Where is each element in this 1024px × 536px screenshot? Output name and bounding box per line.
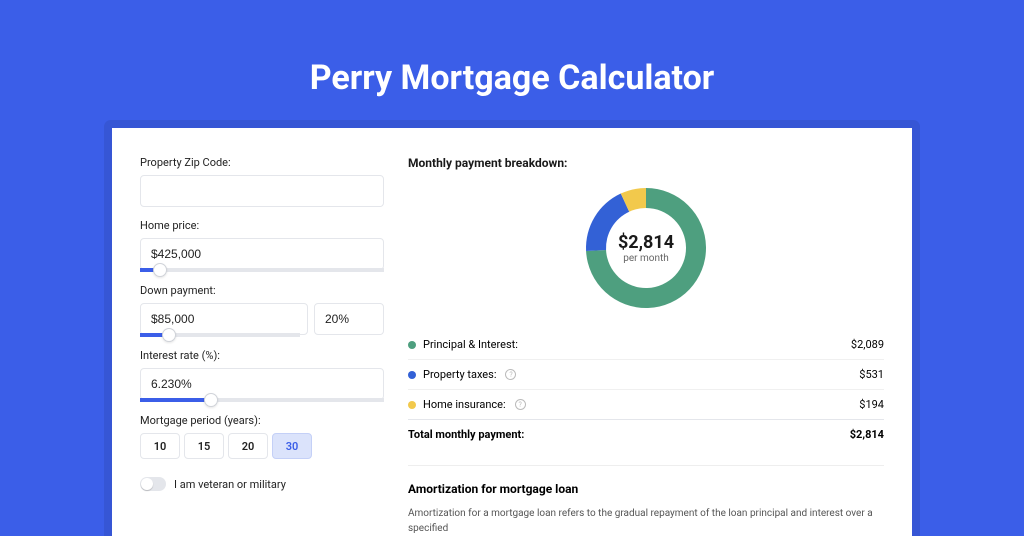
- total-label: Total monthly payment:: [408, 428, 524, 441]
- donut-chart: $2,814 per month: [582, 184, 710, 312]
- breakdown-label: Principal & Interest:: [423, 338, 518, 351]
- zip-input[interactable]: [140, 175, 384, 207]
- breakdown-row-left: Property taxes:?: [408, 368, 516, 381]
- home-price-label: Home price:: [140, 219, 384, 232]
- breakdown-value: $531: [859, 368, 884, 381]
- donut-wrap: $2,814 per month: [408, 184, 884, 312]
- down-payment-label: Down payment:: [140, 284, 384, 297]
- breakdown-row: Property taxes:? $531: [408, 359, 884, 389]
- home-price-input[interactable]: [140, 238, 384, 270]
- breakdown-row: Home insurance:? $194: [408, 389, 884, 419]
- period-label: Mortgage period (years):: [140, 414, 384, 427]
- breakdown-row-left: Home insurance:?: [408, 398, 526, 411]
- slider-thumb[interactable]: [153, 263, 167, 277]
- calculator-card: Property Zip Code: Home price: Down paym…: [112, 128, 912, 536]
- donut-amount: $2,814: [618, 232, 674, 253]
- breakdown-value: $2,089: [851, 338, 884, 351]
- breakdown-label: Home insurance:: [423, 398, 506, 411]
- down-payment-slider[interactable]: [140, 333, 300, 337]
- amortization-section: Amortization for mortgage loan Amortizat…: [408, 465, 884, 536]
- interest-slider[interactable]: [140, 398, 384, 402]
- breakdown-row-left: Principal & Interest:: [408, 338, 518, 351]
- period-button-15[interactable]: 15: [184, 433, 224, 459]
- slider-thumb[interactable]: [204, 393, 218, 407]
- period-group: Mortgage period (years): 10152030: [140, 414, 384, 459]
- zip-label: Property Zip Code:: [140, 156, 384, 169]
- period-button-10[interactable]: 10: [140, 433, 180, 459]
- card-shadow-wrap: Property Zip Code: Home price: Down paym…: [112, 128, 912, 536]
- home-price-slider[interactable]: [140, 268, 384, 272]
- legend-dot: [408, 401, 416, 409]
- veteran-label: I am veteran or military: [174, 478, 286, 491]
- slider-thumb[interactable]: [162, 328, 176, 342]
- info-icon[interactable]: ?: [505, 369, 516, 380]
- down-payment-group: Down payment:: [140, 284, 384, 337]
- form-column: Property Zip Code: Home price: Down paym…: [140, 156, 384, 536]
- interest-input[interactable]: [140, 368, 384, 400]
- period-row: 10152030: [140, 433, 384, 459]
- period-button-20[interactable]: 20: [228, 433, 268, 459]
- period-button-30[interactable]: 30: [272, 433, 312, 459]
- breakdown-row: Principal & Interest: $2,089: [408, 330, 884, 359]
- legend-dot: [408, 371, 416, 379]
- home-price-group: Home price:: [140, 219, 384, 272]
- donut-sub: per month: [623, 253, 669, 264]
- breakdown-value: $194: [859, 398, 884, 411]
- breakdown-heading: Monthly payment breakdown:: [408, 156, 884, 170]
- zip-group: Property Zip Code:: [140, 156, 384, 207]
- info-icon[interactable]: ?: [515, 399, 526, 410]
- slider-fill: [140, 398, 211, 402]
- breakdown-total-row: Total monthly payment: $2,814: [408, 419, 884, 449]
- total-value: $2,814: [850, 428, 884, 441]
- breakdown-rows: Principal & Interest: $2,089 Property taxe…: [408, 330, 884, 419]
- breakdown-column: Monthly payment breakdown: $2,814 per mo…: [408, 156, 884, 536]
- veteran-row: I am veteran or military: [140, 477, 384, 491]
- veteran-toggle[interactable]: [140, 477, 166, 491]
- down-payment-row: [140, 303, 384, 335]
- legend-dot: [408, 341, 416, 349]
- interest-group: Interest rate (%):: [140, 349, 384, 402]
- page-title: Perry Mortgage Calculator: [310, 58, 715, 98]
- donut-center: $2,814 per month: [582, 184, 710, 312]
- breakdown-label: Property taxes:: [423, 368, 496, 381]
- amortization-body: Amortization for a mortgage loan refers …: [408, 506, 884, 536]
- page-root: Perry Mortgage Calculator Property Zip C…: [0, 0, 1024, 512]
- interest-label: Interest rate (%):: [140, 349, 384, 362]
- down-payment-pct-input[interactable]: [314, 303, 384, 335]
- amortization-title: Amortization for mortgage loan: [408, 482, 884, 496]
